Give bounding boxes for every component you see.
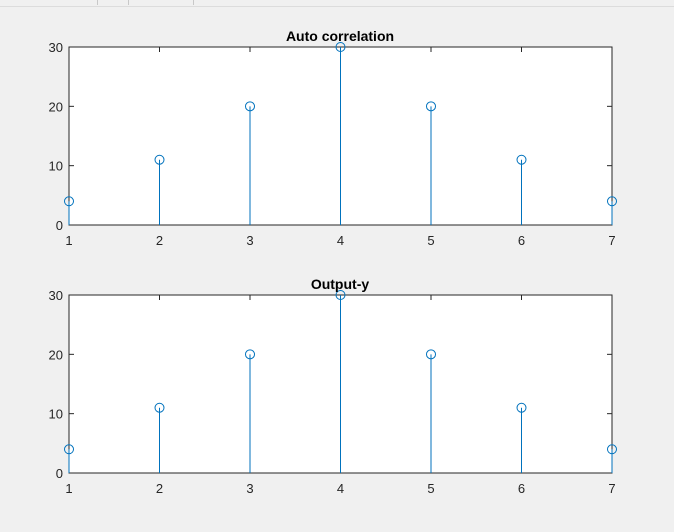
toolbar-divider: [97, 0, 98, 5]
x-tick-label: 7: [608, 233, 615, 248]
x-tick-label: 2: [156, 233, 163, 248]
x-tick-label: 2: [156, 481, 163, 496]
x-tick-label: 4: [337, 233, 344, 248]
auto-correlation-plot: 1 2 3 4 5 6 7 0 10 20 30 Auto correlation: [49, 28, 617, 248]
stem-marker: [426, 349, 436, 360]
y-tick-label: 30: [49, 288, 63, 303]
stem-marker: [64, 444, 74, 455]
x-tick-label: 6: [518, 481, 525, 496]
stem-marker: [607, 196, 617, 207]
x-tick-label: 1: [65, 481, 72, 496]
toolbar-divider: [128, 0, 129, 5]
x-tick-label: 7: [608, 481, 615, 496]
stem-marker: [426, 101, 436, 112]
stem-marker: [516, 402, 527, 413]
y-tick-label: 0: [56, 218, 63, 233]
stem-marker: [516, 154, 527, 165]
stem-marker: [607, 444, 617, 455]
x-tick-label: 5: [427, 233, 434, 248]
x-tick-label: 5: [427, 481, 434, 496]
y-tick-label: 0: [56, 466, 63, 481]
figure-toolbar-strip: [0, 0, 674, 7]
stem-marker: [154, 402, 165, 413]
x-tick-label: 1: [65, 233, 72, 248]
plot-title: Output-y: [311, 276, 370, 292]
x-tick-label: 4: [337, 481, 344, 496]
x-tick-label: 3: [246, 481, 253, 496]
stem-marker: [64, 196, 74, 207]
y-tick-label: 20: [49, 99, 63, 114]
y-tick-label: 20: [49, 347, 63, 362]
output-y-plot: 1 2 3 4 5 6 7 0 10 20 30 Output-y: [49, 276, 617, 496]
y-tick-label: 10: [49, 407, 63, 422]
x-tick-label: 6: [518, 233, 525, 248]
plot-title: Auto correlation: [286, 28, 394, 44]
x-tick-label: 3: [246, 233, 253, 248]
y-tick-label: 10: [49, 159, 63, 174]
stem-marker: [245, 349, 255, 360]
toolbar-divider: [193, 0, 194, 5]
stem-marker: [245, 101, 255, 112]
stem-marker: [335, 290, 346, 300]
stem-marker: [335, 42, 346, 52]
y-tick-label: 30: [49, 40, 63, 55]
stem-marker: [154, 154, 165, 165]
